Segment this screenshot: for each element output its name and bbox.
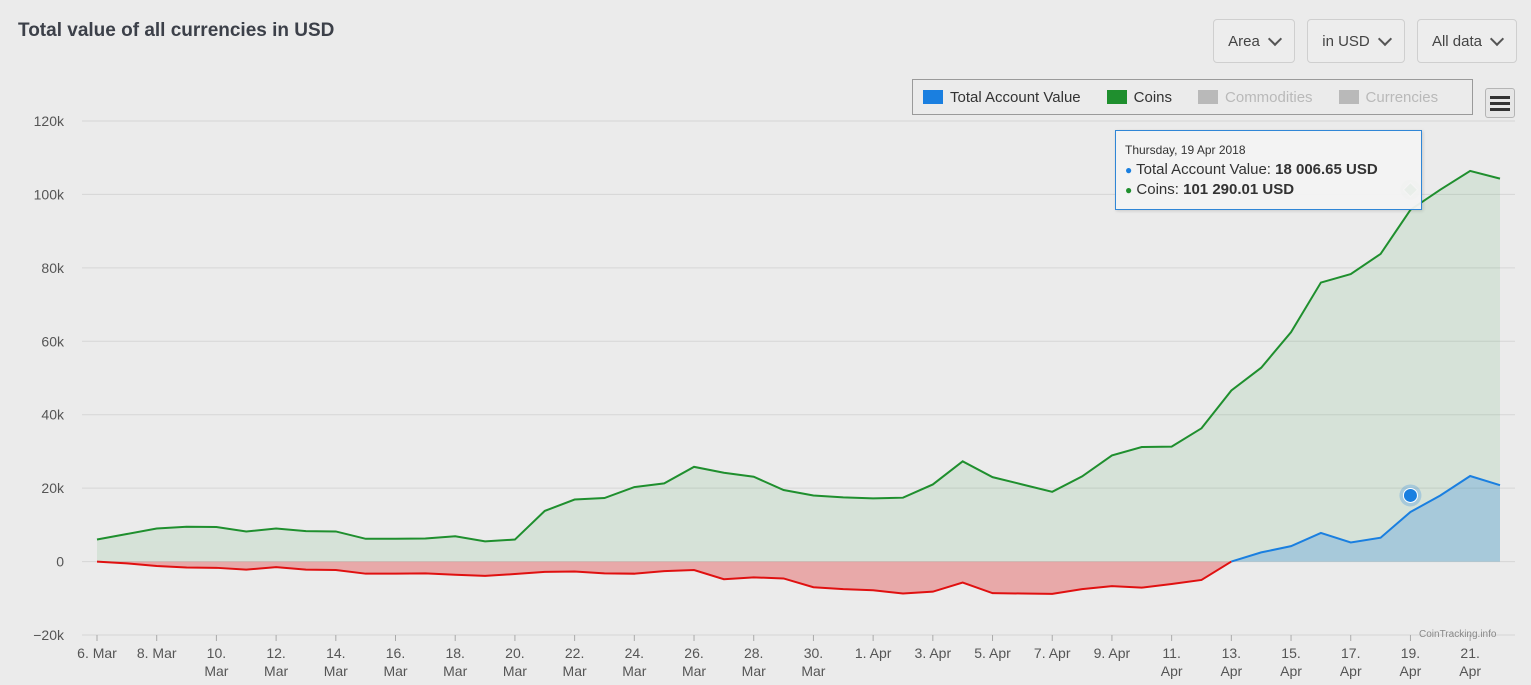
x-tick-label: 21. <box>1460 645 1479 661</box>
legend-label: Currencies <box>1365 88 1439 106</box>
total-negative-line <box>96 560 1232 595</box>
x-tick-label: 1. Apr <box>855 645 892 661</box>
total-hover-marker <box>1402 487 1418 503</box>
x-tick-label: 20. <box>505 645 524 661</box>
x-tick-label: 14. <box>326 645 345 661</box>
series-dot-icon: ● <box>1125 163 1133 177</box>
x-tick-label: Apr <box>1340 663 1362 679</box>
y-tick-label: 100k <box>34 186 65 202</box>
x-tick-label: Mar <box>563 663 587 679</box>
range-label: All data <box>1431 32 1483 50</box>
total-positive-line <box>1231 474 1501 563</box>
x-tick-label: Mar <box>503 663 527 679</box>
legend-label: Total Account Value <box>950 88 1081 106</box>
total-negative-area <box>97 561 1232 594</box>
tooltip-series-value: 101 290.01 USD <box>1183 181 1295 198</box>
legend-swatch <box>1338 90 1359 104</box>
x-tick-label: 26. <box>684 645 703 661</box>
x-tick-label: 22. <box>565 645 584 661</box>
currency-dropdown[interactable]: in USD <box>1307 19 1405 63</box>
legend-item-total-account-value[interactable]: Total Account Value <box>923 89 1081 106</box>
y-tick-label: 20k <box>41 480 65 496</box>
x-tick-label: 6. Mar <box>77 645 117 661</box>
y-tick-label: 60k <box>41 333 65 349</box>
x-tick-label: Mar <box>742 663 766 679</box>
range-dropdown[interactable]: All data <box>1417 19 1517 63</box>
x-tick-label: 11. <box>1162 645 1180 661</box>
total-positive-area <box>1231 476 1500 562</box>
chart-legend: Total Account Value Coins Commodities Cu… <box>912 79 1473 115</box>
x-tick-label: 18. <box>445 645 464 661</box>
legend-swatch <box>1198 90 1219 104</box>
hamburger-icon-bar <box>1490 101 1510 105</box>
x-tick-label: Apr <box>1459 663 1481 679</box>
x-tick-label: 13. <box>1222 645 1241 661</box>
chart-type-dropdown[interactable]: Area <box>1213 19 1295 63</box>
tooltip-date: Thursday, 19 Apr 2018 <box>1125 143 1246 157</box>
series-dot-icon: ● <box>1125 183 1133 197</box>
x-tick-label: Mar <box>682 663 706 679</box>
tooltip-row-total: ● Total Account Value: 18 006.65 USD <box>1125 160 1421 180</box>
y-tick-label: 40k <box>41 407 65 423</box>
tooltip-series-name: Coins: <box>1136 181 1179 198</box>
x-tick-label: Mar <box>383 663 407 679</box>
legend-item-currencies[interactable]: Currencies <box>1338 88 1439 106</box>
x-tick-label: Mar <box>324 663 348 679</box>
x-tick-label: 8. Mar <box>137 645 177 661</box>
x-tick-label: 15. <box>1281 645 1300 661</box>
y-tick-label: −20k <box>33 627 65 643</box>
x-tick-label: 7. Apr <box>1034 645 1071 661</box>
credits-link[interactable]: CoinTracking.info <box>1419 629 1497 640</box>
tooltip-series-value: 18 006.65 USD <box>1275 161 1378 178</box>
x-tick-label: Apr <box>1400 663 1422 679</box>
x-tick-label: 17. <box>1341 645 1360 661</box>
tooltip-row-coins: ● Coins: 101 290.01 USD <box>1125 180 1421 200</box>
x-tick-label: 30. <box>804 645 823 661</box>
coins-line <box>96 169 1501 543</box>
x-tick-label: Mar <box>264 663 288 679</box>
chart-tooltip: Thursday, 19 Apr 2018 ● Total Account Va… <box>1115 130 1422 210</box>
hamburger-icon-bar <box>1490 95 1510 99</box>
y-tick-label: 120k <box>34 113 65 129</box>
x-tick-label: Mar <box>801 663 825 679</box>
chart-menu-button[interactable] <box>1485 88 1515 118</box>
x-tick-label: 9. Apr <box>1094 645 1131 661</box>
x-tick-label: 10. <box>207 645 226 661</box>
y-tick-label: 0 <box>56 554 64 570</box>
x-tick-label: Apr <box>1220 663 1242 679</box>
x-tick-label: 12. <box>266 645 285 661</box>
legend-swatch <box>923 90 943 104</box>
x-tick-label: Apr <box>1161 663 1183 679</box>
y-tick-label: 80k <box>41 260 65 276</box>
coins-area <box>97 170 1500 562</box>
legend-item-coins[interactable]: Coins <box>1106 88 1173 106</box>
x-tick-label: 24. <box>625 645 644 661</box>
x-tick-label: Apr <box>1280 663 1302 679</box>
x-tick-label: Mar <box>204 663 228 679</box>
chart-title: Total value of all currencies in USD <box>18 20 335 41</box>
currency-label: in USD <box>1322 32 1370 50</box>
x-tick-label: 5. Apr <box>974 645 1011 661</box>
tooltip-series-name: Total Account Value: <box>1136 161 1271 178</box>
hamburger-icon-bar <box>1490 107 1510 111</box>
x-tick-label: 16. <box>386 645 405 661</box>
x-tick-label: 28. <box>744 645 763 661</box>
chart-type-label: Area <box>1228 32 1260 50</box>
x-tick-label: 3. Apr <box>915 645 952 661</box>
legend-label: Coins <box>1133 88 1173 106</box>
legend-swatch <box>1106 90 1127 104</box>
legend-label: Commodities <box>1225 88 1313 106</box>
x-tick-label: Mar <box>622 663 646 679</box>
x-tick-label: 19. <box>1401 645 1420 661</box>
legend-item-commodities[interactable]: Commodities <box>1198 89 1313 106</box>
x-tick-label: Mar <box>443 663 467 679</box>
